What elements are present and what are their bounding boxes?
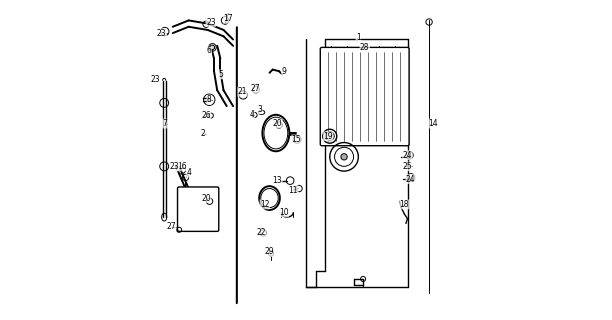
Text: 21: 21: [238, 87, 247, 96]
Text: 14: 14: [428, 119, 438, 128]
Text: 1: 1: [356, 33, 360, 42]
Text: 24: 24: [406, 174, 416, 184]
Text: 20: 20: [272, 119, 282, 128]
FancyBboxPatch shape: [320, 47, 409, 146]
Text: 17: 17: [223, 14, 233, 23]
Text: 24: 24: [403, 151, 412, 160]
Text: 25: 25: [403, 162, 412, 171]
Text: 23: 23: [170, 162, 179, 171]
Text: 5: 5: [218, 70, 223, 79]
Text: 11: 11: [289, 186, 298, 195]
Text: 9: 9: [282, 67, 286, 76]
Text: 10: 10: [279, 208, 289, 217]
Text: 8: 8: [207, 95, 212, 104]
Text: 4: 4: [250, 109, 255, 118]
Text: 29: 29: [265, 247, 274, 257]
Text: 7: 7: [162, 119, 167, 128]
Text: 27: 27: [250, 84, 260, 93]
Text: 15: 15: [292, 135, 301, 144]
Text: 23: 23: [206, 18, 215, 27]
Text: 20: 20: [201, 194, 211, 203]
Circle shape: [341, 154, 347, 160]
Text: 4: 4: [186, 168, 191, 177]
Text: 22: 22: [257, 228, 266, 237]
FancyBboxPatch shape: [177, 187, 218, 231]
Text: 23: 23: [151, 75, 160, 84]
Text: 6: 6: [207, 46, 212, 55]
Text: 23: 23: [157, 28, 166, 38]
Text: 13: 13: [272, 176, 282, 185]
Text: 27: 27: [166, 222, 176, 231]
Text: 19: 19: [323, 132, 333, 141]
Text: 18: 18: [400, 200, 409, 209]
Text: 26: 26: [201, 111, 211, 120]
Text: 2: 2: [201, 129, 205, 138]
Text: 16: 16: [177, 162, 187, 171]
Text: 28: 28: [360, 43, 370, 52]
Circle shape: [210, 45, 215, 50]
Circle shape: [326, 132, 334, 141]
Text: 3: 3: [258, 105, 263, 114]
Text: 12: 12: [260, 200, 269, 209]
